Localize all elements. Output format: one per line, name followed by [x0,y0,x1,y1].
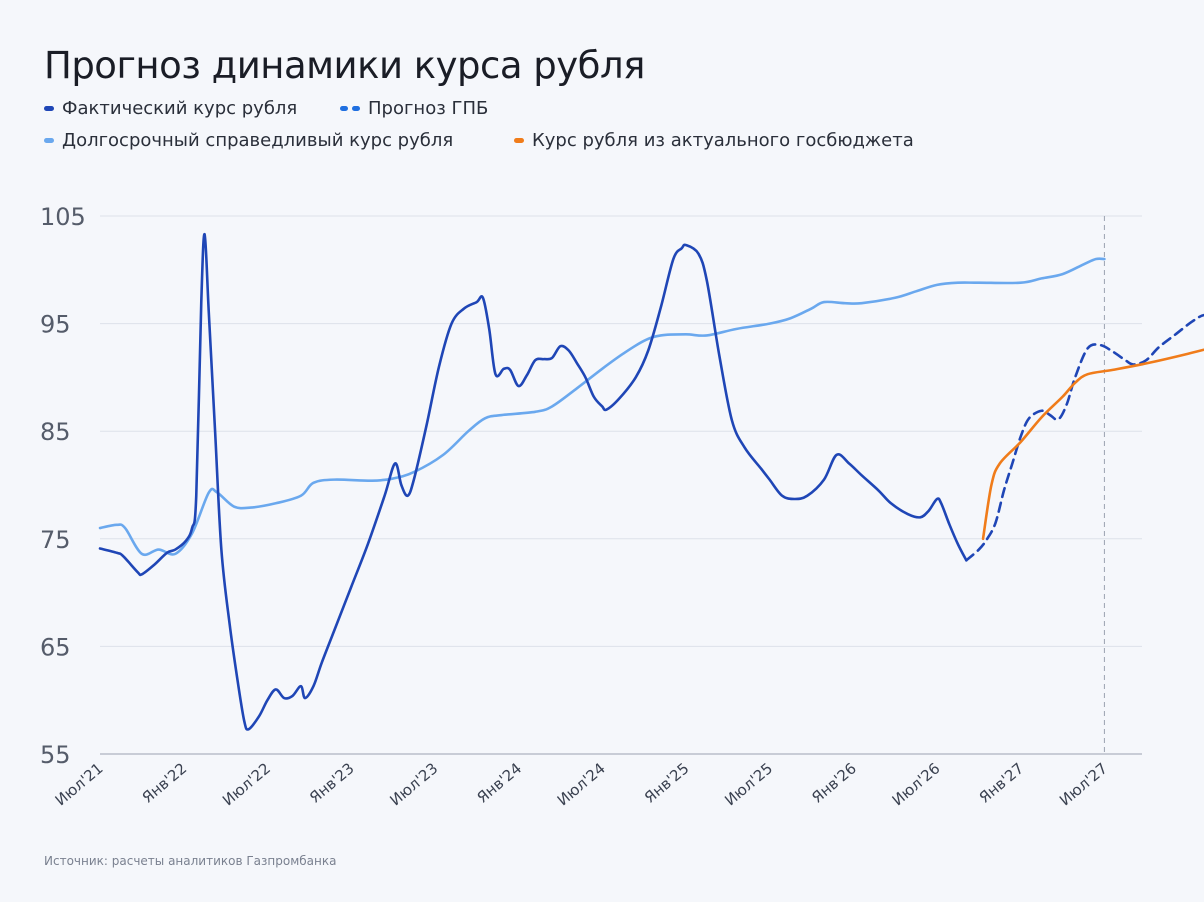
y-tick-label: 65 [40,633,71,661]
x-tick-label: Янв'25 [641,759,693,806]
legend-swatch-fair [44,138,54,143]
y-tick-label: 85 [40,418,71,446]
x-tick-label: Янв'26 [808,759,860,806]
x-tick-label: Июл'27 [1056,759,1111,809]
legend-item-forecast: Прогноз ГПБ [340,98,488,119]
source-note: Источник: расчеты аналитиков Газпромбанк… [44,854,337,868]
x-tick-label: Янв'23 [306,759,358,806]
y-tick-label: 75 [40,526,71,554]
y-tick-label: 55 [40,741,71,769]
legend-swatch-actual [44,106,54,111]
x-tick-label: Июл'26 [889,759,944,809]
series-actual-rate-line [98,232,968,731]
x-tick-label: Янв'24 [473,759,525,806]
legend-item-budget: Курс рубля из актуального госбюджета [514,130,914,151]
legend-label-actual: Фактический курс рубля [62,98,298,119]
x-tick-label: Июл'24 [554,759,609,809]
chart-title: Прогноз динамики курса рубля [44,44,645,87]
x-tick-label: Июл'22 [219,759,274,809]
y-tick-label: 95 [40,311,71,339]
x-tick-label: Июл'25 [721,759,776,809]
y-tick-label: 105 [40,203,86,231]
x-tick-label: Июл'23 [386,759,441,809]
x-tick-label: Янв'22 [139,759,191,806]
x-tick-label: Янв'27 [976,759,1028,806]
legend-label-fair: Долгосрочный справедливый курс рубля [62,130,454,151]
legend-label-forecast: Прогноз ГПБ [368,98,489,119]
series-forecast-line [964,313,1204,562]
legend-item-actual: Фактический курс рубля [44,98,297,119]
legend-swatch-forecast [340,106,360,111]
legend-item-fair: Долгосрочный справедливый курс рубля [44,130,453,151]
legend-swatch-budget [514,138,524,143]
series-budget-rate-line [981,348,1204,541]
legend-label-budget: Курс рубля из актуального госбюджета [532,130,914,151]
